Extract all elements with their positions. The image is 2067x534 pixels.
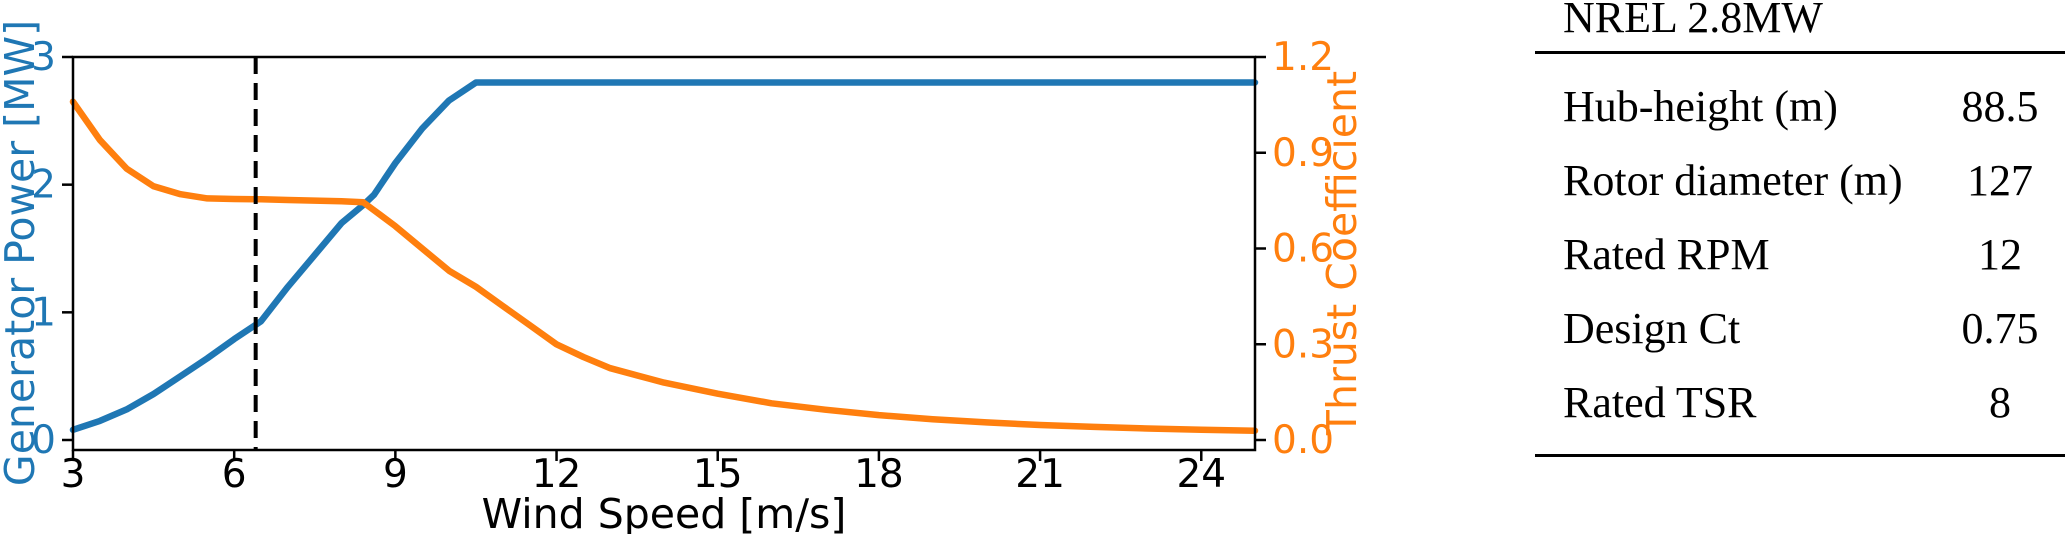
x-tick-label: 12 bbox=[532, 452, 582, 497]
right-y-tick-label: 1.2 bbox=[1272, 35, 1334, 80]
plot-border bbox=[71, 55, 1257, 452]
spec-label: Rated TSR bbox=[1563, 378, 1757, 427]
spec-label: Hub-height (m) bbox=[1563, 82, 1838, 131]
table-row: Rated TSR 8 bbox=[1535, 366, 2065, 440]
left-axis-label: Generator Power [MW] bbox=[0, 20, 44, 486]
x-tick-label: 21 bbox=[1015, 452, 1065, 497]
table-title: NREL 2.8MW bbox=[1563, 0, 1823, 42]
right-y-tick-label: 0.9 bbox=[1272, 131, 1334, 176]
right-axis-label: Thrust Coefficient bbox=[1318, 71, 1366, 436]
table-top-rule bbox=[1535, 51, 2065, 54]
left-y-tick-label: 2 bbox=[31, 163, 56, 208]
x-tick-label: 3 bbox=[61, 452, 86, 497]
right-y-tick-label: 0.3 bbox=[1272, 322, 1334, 367]
generator-power-curve bbox=[69, 79, 1259, 434]
spec-value: 88.5 bbox=[1961, 82, 2039, 131]
thrust-coefficient-curve bbox=[69, 98, 1259, 434]
curves bbox=[69, 79, 1259, 434]
x-tick-label: 9 bbox=[383, 452, 408, 497]
x-tick-label: 18 bbox=[854, 452, 904, 497]
spec-label: Rotor diameter (m) bbox=[1563, 156, 1903, 205]
x-tick-label: 24 bbox=[1176, 452, 1226, 497]
spec-value: 12 bbox=[1978, 230, 2022, 279]
x-axis-label: Wind Speed [m/s] bbox=[482, 490, 847, 534]
spec-value: 0.75 bbox=[1961, 304, 2039, 353]
right-y-tick-label: 0.6 bbox=[1272, 227, 1334, 272]
left-y-tick-label: 1 bbox=[31, 290, 56, 335]
table-row: Rated RPM 12 bbox=[1535, 218, 2065, 292]
table-row: Design Ct 0.75 bbox=[1535, 292, 2065, 366]
table-row: Hub-height (m) 88.5 bbox=[1535, 70, 2065, 144]
table-bottom-rule bbox=[1535, 454, 2065, 457]
spec-label: Rated RPM bbox=[1563, 230, 1770, 279]
spec-value: 127 bbox=[1967, 156, 2033, 205]
right-y-tick-label: 0.0 bbox=[1272, 418, 1334, 463]
left-y-tick-label: 0 bbox=[31, 418, 56, 463]
left-y-tick-label: 3 bbox=[31, 35, 56, 80]
table-rows: Hub-height (m) 88.5 Rotor diameter (m) 1… bbox=[1535, 70, 2065, 440]
spec-label: Design Ct bbox=[1563, 304, 1741, 353]
spec-value: 8 bbox=[1989, 378, 2011, 427]
x-tick-label: 15 bbox=[693, 452, 743, 497]
x-tick-label: 6 bbox=[222, 452, 247, 497]
table-row: Rotor diameter (m) 127 bbox=[1535, 144, 2065, 218]
turbine-spec-table: NREL 2.8MW Hub-height (m) 88.5 Rotor dia… bbox=[1535, 0, 2065, 470]
